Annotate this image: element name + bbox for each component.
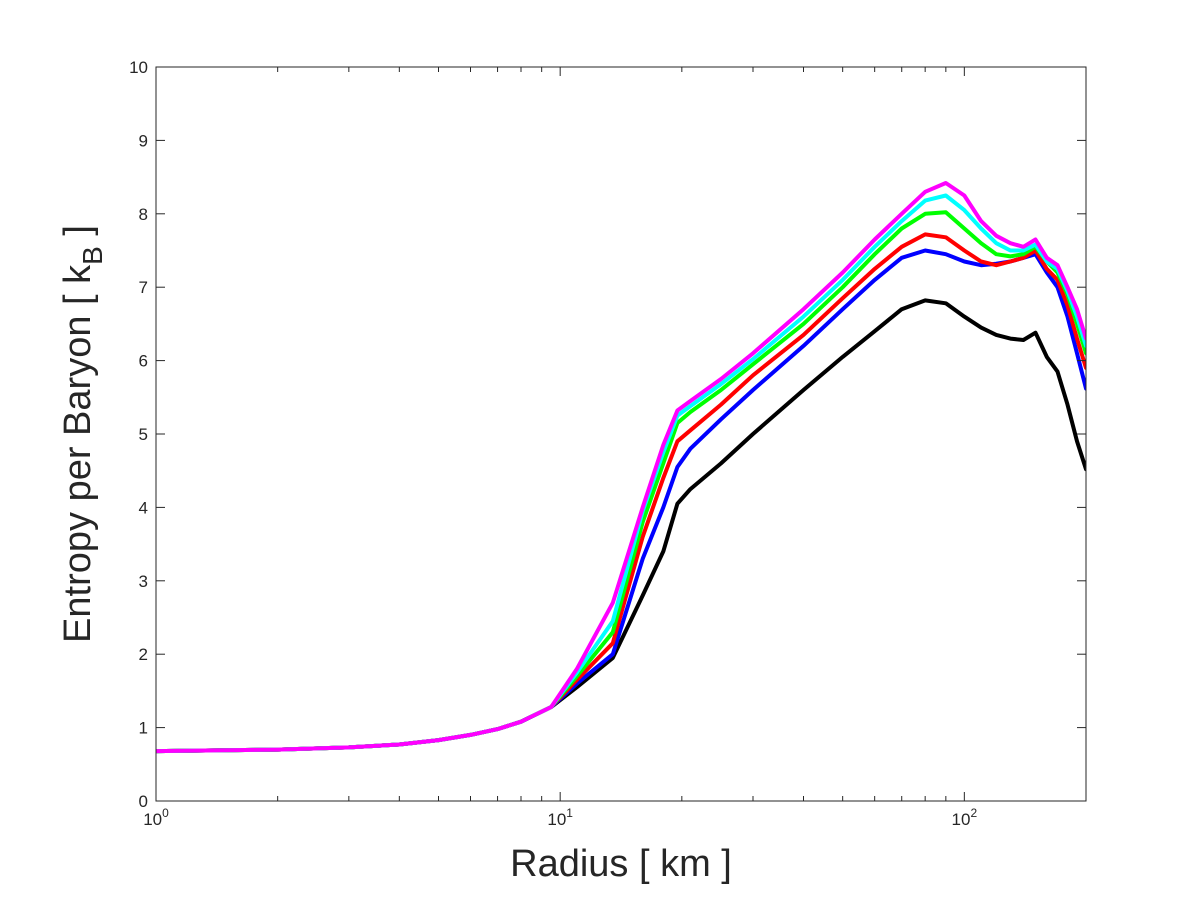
y-tick-label: 9 [139, 131, 148, 150]
plot-area [156, 67, 1086, 801]
y-axis-title-main: Entropy per Baryon [ k [57, 264, 99, 643]
y-axis-title-end: ] [57, 225, 99, 246]
x-tick-label: 100 [143, 806, 169, 829]
y-tick-label: 1 [139, 719, 148, 738]
y-tick-label: 2 [139, 645, 148, 664]
x-tick-label-exponent: 1 [566, 806, 573, 820]
y-axis-title: Entropy per Baryon [ kB ] [57, 225, 108, 643]
x-tick-label-base: 10 [952, 810, 971, 829]
x-tick-label-base: 10 [547, 810, 566, 829]
y-tick-label: 10 [129, 58, 148, 77]
x-tick-label: 102 [952, 806, 978, 829]
y-tick-label: 7 [139, 278, 148, 297]
y-tick-label: 5 [139, 425, 148, 444]
series-line-6 [156, 181, 1086, 754]
y-axis-title-subscript: B [77, 246, 108, 265]
y-tick-label: 6 [139, 352, 148, 371]
x-axis-title: Radius [ km ] [510, 843, 732, 885]
x-tick-label-base: 10 [143, 810, 162, 829]
y-tick-label: 3 [139, 572, 148, 591]
y-tick-label: 8 [139, 205, 148, 224]
y-tick-label: 0 [139, 792, 148, 811]
x-tick-label-exponent: 0 [162, 806, 169, 820]
y-tick-label: 4 [139, 498, 148, 517]
series-layer [156, 181, 1086, 754]
x-tick-label: 101 [547, 806, 573, 829]
x-tick-label-exponent: 2 [970, 806, 977, 820]
